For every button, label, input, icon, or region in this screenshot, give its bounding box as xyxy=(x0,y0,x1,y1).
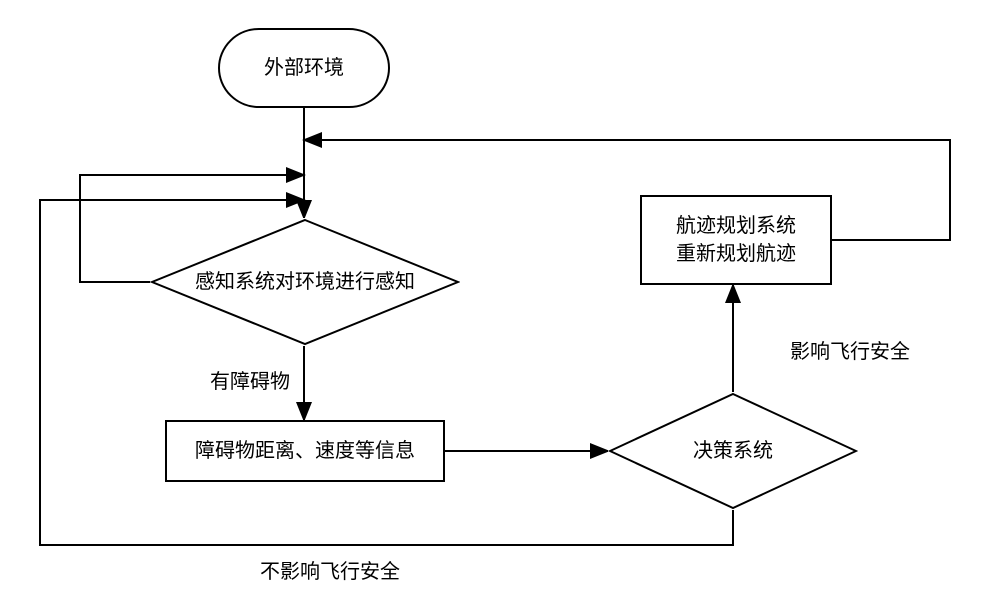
label-no-affect-safety-text: 不影响飞行安全 xyxy=(260,561,400,583)
node-decision-system: 决策系统 xyxy=(608,392,858,510)
label-has-obstacle: 有障碍物 xyxy=(210,365,290,394)
node-start-label: 外部环境 xyxy=(264,54,344,82)
label-affect-safety-text: 影响飞行安全 xyxy=(790,341,910,363)
edges-layer xyxy=(0,0,992,606)
label-affect-safety: 影响飞行安全 xyxy=(790,335,910,364)
node-sense-system: 感知系统对环境进行感知 xyxy=(150,218,460,346)
node-replan-line2: 重新规划航迹 xyxy=(676,240,796,268)
node-replan-system: 航迹规划系统 重新规划航迹 xyxy=(640,195,832,285)
label-no-affect-safety: 不影响飞行安全 xyxy=(260,555,400,584)
flowchart-canvas: 外部环境 感知系统对环境进行感知 障碍物距离、速度等信息 决策系统 航迹规划系统… xyxy=(0,0,992,606)
node-replan-line1: 航迹规划系统 xyxy=(676,212,796,240)
label-has-obstacle-text: 有障碍物 xyxy=(210,371,290,393)
node-obstacle-info: 障碍物距离、速度等信息 xyxy=(165,420,445,482)
node-sense-label: 感知系统对环境进行感知 xyxy=(195,268,415,296)
node-decision-label: 决策系统 xyxy=(693,437,773,465)
node-info-label: 障碍物距离、速度等信息 xyxy=(195,437,415,465)
node-external-env: 外部环境 xyxy=(218,28,390,108)
